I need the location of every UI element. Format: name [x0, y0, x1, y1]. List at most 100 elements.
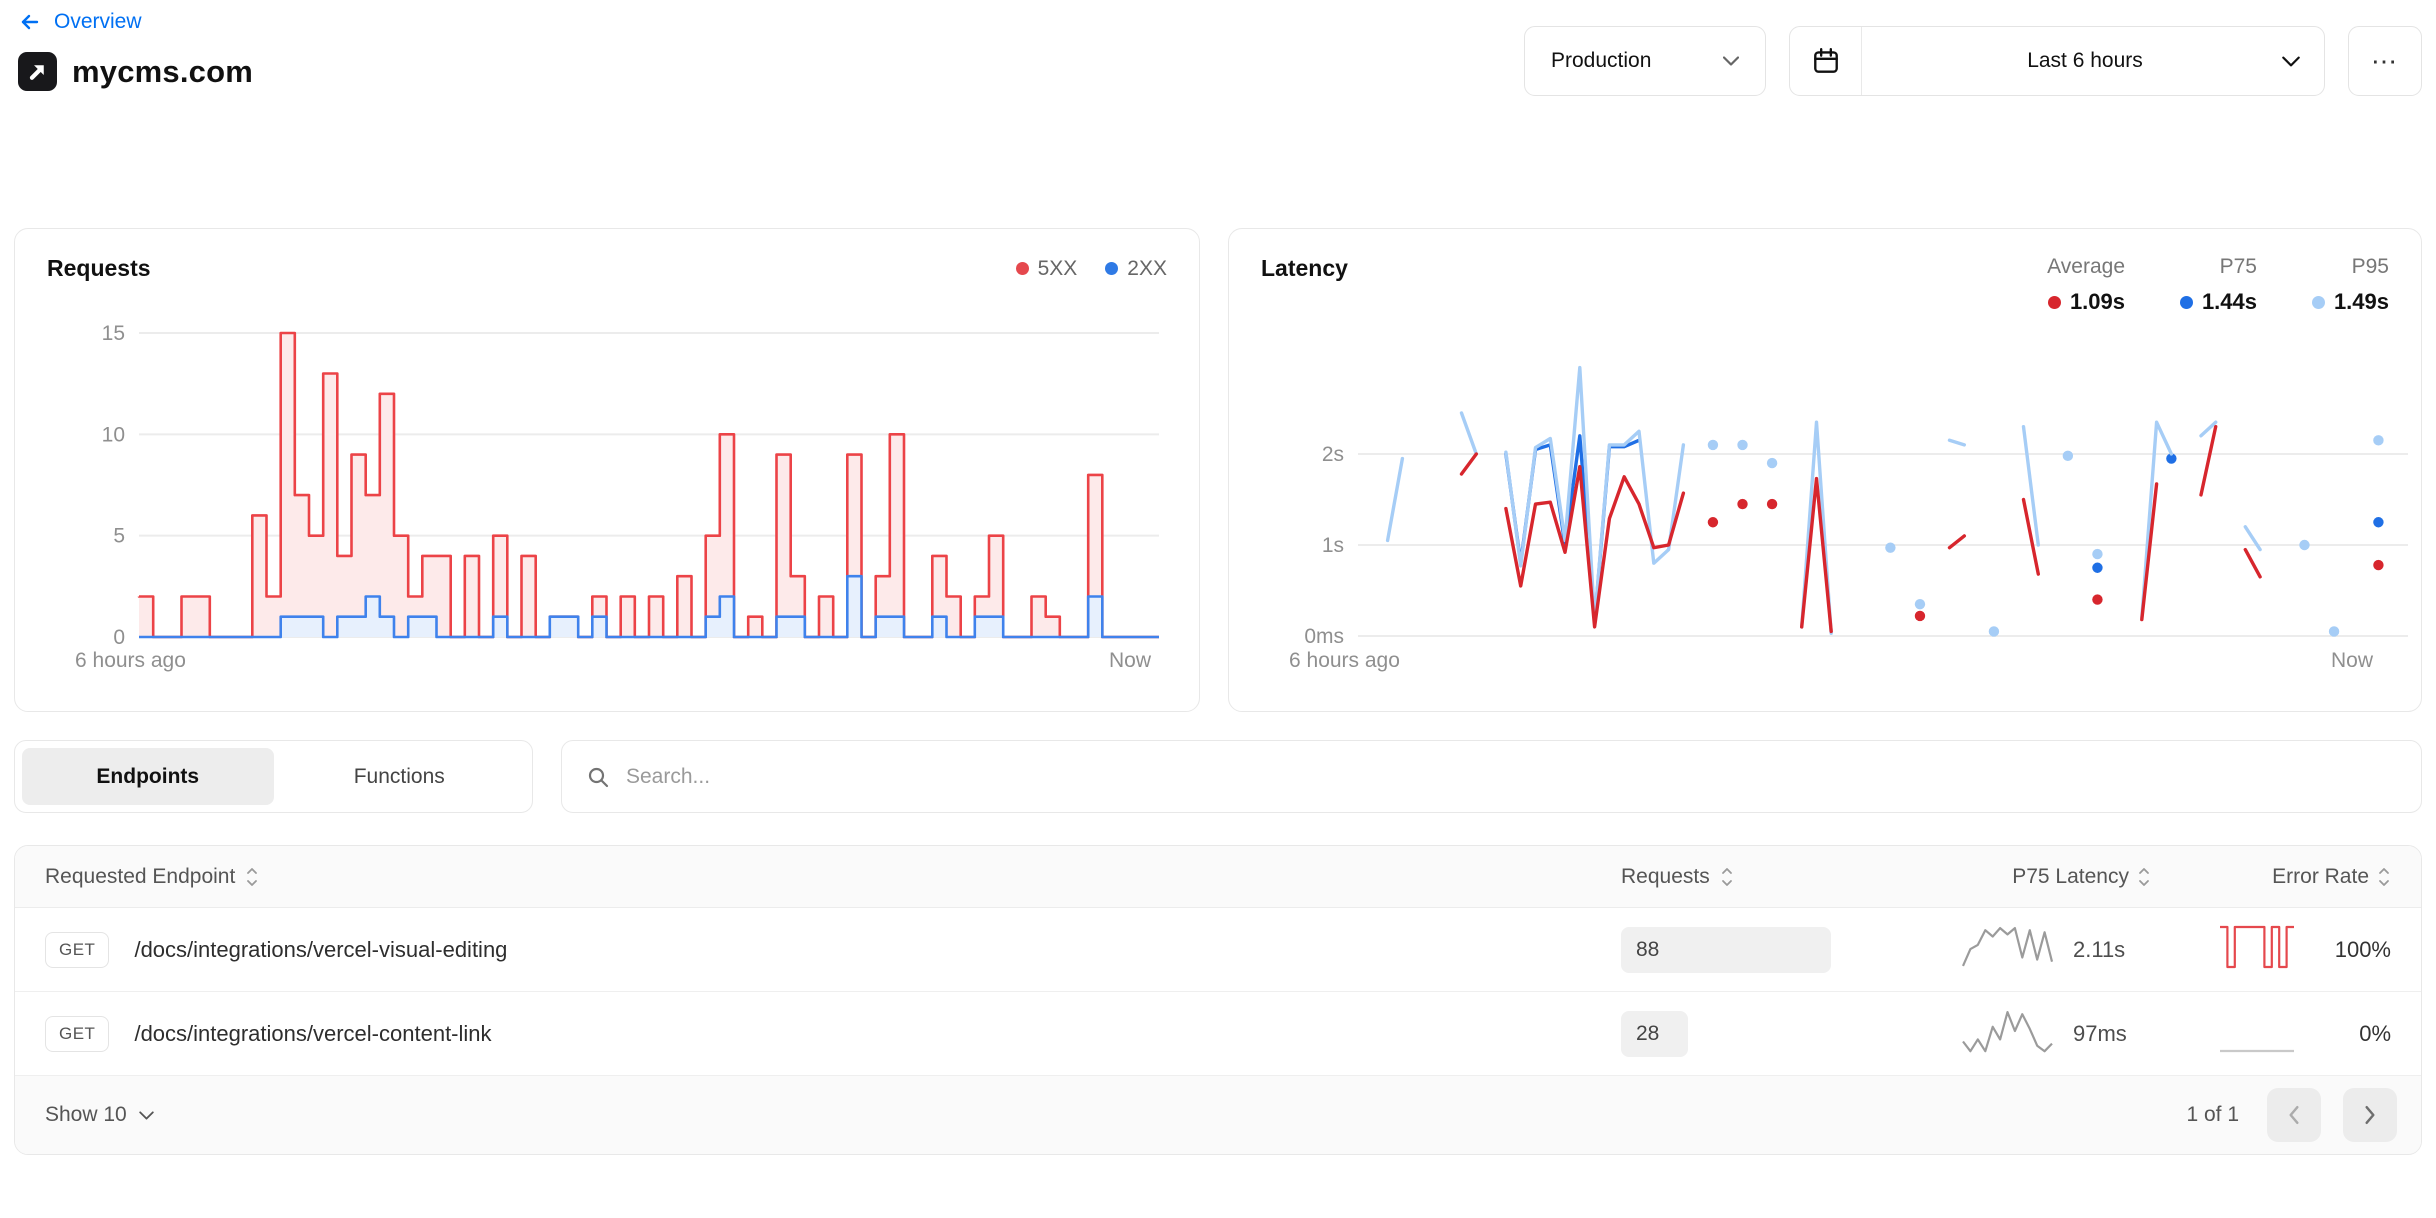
stat-value-p95: 1.49s: [2333, 289, 2389, 314]
svg-text:10: 10: [102, 423, 125, 446]
time-range-selector[interactable]: Last 6 hours: [1789, 26, 2325, 96]
svg-text:15: 15: [102, 322, 125, 345]
latency-sparkline: [1960, 1007, 2055, 1060]
latency-stats: Average 1.09s P75 1.44s P95 1.49s: [2005, 255, 2389, 315]
table-header-row: Requested Endpoint Requests P75 Latency …: [15, 846, 2421, 908]
tab-endpoints[interactable]: Endpoints: [22, 748, 274, 805]
search-input[interactable]: [626, 764, 2397, 789]
p75-latency-value: 97ms: [2073, 1020, 2127, 1046]
method-badge: GET: [45, 931, 110, 968]
table-row[interactable]: GET /docs/integrations/vercel-visual-edi…: [15, 908, 2421, 992]
column-label: Requests: [1621, 864, 1710, 888]
legend-label-5xx: 5XX: [1037, 256, 1078, 280]
search-icon: [586, 765, 610, 789]
project-favicon: [18, 52, 57, 91]
x-axis-start-label: 6 hours ago: [1289, 649, 1400, 672]
back-link-overview[interactable]: Overview: [18, 10, 142, 34]
pagination: 1 of 1: [2186, 1088, 2397, 1142]
column-header-p75-latency[interactable]: P75 Latency: [1851, 865, 2151, 889]
page-indicator: 1 of 1: [2186, 1103, 2239, 1126]
more-options-button[interactable]: ⋯: [2348, 26, 2422, 96]
column-header-error-rate[interactable]: Error Rate: [2151, 865, 2391, 889]
table-footer: Show 10 1 of 1: [15, 1076, 2421, 1154]
calendar-icon: [1790, 27, 1862, 95]
stat-value-p75: 1.44s: [2201, 289, 2257, 314]
error-rate-value: 0%: [2359, 1020, 2391, 1046]
tab-functions-label: Functions: [353, 764, 445, 788]
filter-row: Endpoints Functions: [14, 740, 2422, 813]
svg-text:0: 0: [113, 626, 125, 647]
requests-legend: 5XX 2XX: [1015, 255, 1167, 282]
column-header-endpoint[interactable]: Requested Endpoint: [15, 865, 1621, 889]
search-box: [561, 740, 2422, 813]
stat-dot-average: [2047, 295, 2061, 309]
legend-dot-2xx: [1105, 262, 1119, 275]
p75-latency-value: 2.11s: [2073, 936, 2126, 962]
chevron-down-icon: [1723, 56, 1739, 66]
column-header-requests[interactable]: Requests: [1621, 865, 1851, 889]
latency-sparkline: [1960, 923, 2055, 976]
stat-value-average: 1.09s: [2069, 289, 2125, 314]
legend-dot-5xx: [1015, 262, 1029, 275]
requests-count: 28: [1636, 1021, 1660, 1045]
environment-label: Production: [1551, 49, 1652, 72]
page-size-selector[interactable]: Show 10: [45, 1103, 154, 1127]
header-controls: Production Last 6 hours ⋯: [1524, 26, 2422, 96]
stat-label-p75: P75: [2219, 255, 2257, 278]
legend-label-2xx: 2XX: [1127, 256, 1167, 280]
sort-icon: [2379, 867, 2389, 886]
svg-text:1s: 1s: [1322, 534, 1344, 557]
x-axis-start-label: 6 hours ago: [75, 649, 186, 672]
page-header: Overview mycms.com Production Last 6 hou…: [0, 0, 2436, 130]
environment-selector[interactable]: Production: [1524, 26, 1766, 96]
sort-icon: [1721, 867, 1732, 886]
svg-text:0ms: 0ms: [1304, 625, 1344, 648]
previous-page-button[interactable]: [2267, 1088, 2321, 1142]
column-label: Error Rate: [2272, 864, 2369, 888]
next-page-button[interactable]: [2343, 1088, 2397, 1142]
tab-functions[interactable]: Functions: [274, 748, 526, 805]
endpoint-path: /docs/integrations/vercel-content-link: [134, 1020, 492, 1046]
svg-text:2s: 2s: [1322, 443, 1344, 466]
error-rate-sparkline: [2217, 924, 2297, 975]
time-range-label: Last 6 hours: [2027, 49, 2143, 72]
latency-card: Latency Average 1.09s P75 1.44s P95 1.49…: [1228, 228, 2422, 712]
back-arrow-icon: [18, 10, 42, 34]
stat-label-p95: P95: [2351, 255, 2389, 278]
back-link-label: Overview: [54, 10, 142, 33]
endpoints-table-card: Requested Endpoint Requests P75 Latency …: [14, 845, 2422, 1155]
latency-x-axis: 6 hours ago Now: [1289, 649, 2373, 673]
requests-count: 88: [1636, 937, 1660, 961]
chevron-down-icon: [2282, 56, 2324, 67]
column-label: Requested Endpoint: [45, 864, 236, 888]
chevron-right-icon: [2365, 1106, 2375, 1124]
page-size-label: Show 10: [45, 1103, 127, 1126]
sort-icon: [2139, 867, 2149, 886]
stat-dot-p75: [2179, 295, 2193, 309]
error-rate-value: 100%: [2334, 936, 2391, 962]
sort-icon: [247, 867, 258, 886]
stat-label-average: Average: [2047, 255, 2125, 278]
stat-dot-p95: [2311, 295, 2325, 309]
requests-card: Requests 5XX 2XX 0 5 10 15 6 hours ago Now: [14, 228, 1200, 712]
ellipsis-icon: ⋯: [2371, 45, 2399, 76]
table-row[interactable]: GET /docs/integrations/vercel-content-li…: [15, 992, 2421, 1076]
tab-group: Endpoints Functions: [14, 740, 533, 813]
x-axis-end-label: Now: [1108, 649, 1151, 672]
x-axis-end-label: Now: [2330, 649, 2373, 672]
latency-chart-title: Latency: [1261, 255, 1348, 281]
error-rate-sparkline: [2217, 1008, 2297, 1059]
chevron-down-icon: [139, 1110, 154, 1120]
requests-count-bar: 28: [1621, 1010, 1688, 1057]
endpoint-path: /docs/integrations/vercel-visual-editing: [134, 936, 508, 962]
svg-text:5: 5: [113, 525, 125, 548]
requests-count-bar: 88: [1621, 926, 1831, 973]
method-badge: GET: [45, 1015, 110, 1052]
chevron-left-icon: [2289, 1106, 2299, 1124]
tab-endpoints-label: Endpoints: [96, 764, 200, 788]
requests-chart: 0 5 10 15: [102, 322, 1159, 647]
column-label: P75 Latency: [2012, 864, 2129, 888]
project-title-row: mycms.com: [18, 52, 253, 91]
page-title: mycms.com: [72, 53, 254, 89]
latency-chart: 0ms 1s 2s: [1304, 365, 2408, 648]
